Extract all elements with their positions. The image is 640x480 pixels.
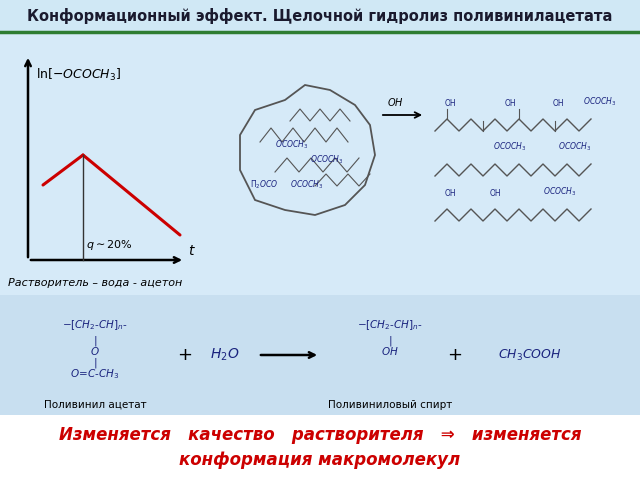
Text: $t$: $t$: [188, 244, 196, 258]
Bar: [0, 415, 640, 480]
Text: $q \sim 20\%$: $q \sim 20\%$: [86, 238, 133, 252]
Text: +: +: [177, 346, 193, 364]
Text: Изменяется   качество   растворителя   ⇒   изменяется: Изменяется качество растворителя ⇒ измен…: [59, 426, 581, 444]
Bar: [0, 0, 640, 32]
Text: $O\!=\!C\text{-}CH_3$: $O\!=\!C\text{-}CH_3$: [70, 367, 120, 381]
Text: OH: OH: [552, 99, 564, 108]
Text: конформация макромолекул: конформация макромолекул: [179, 451, 461, 469]
Text: OH: OH: [444, 99, 456, 108]
Text: $OCOCH_3$: $OCOCH_3$: [583, 96, 617, 108]
Text: $-[CH_2\text{-}CH]_n\text{-}$: $-[CH_2\text{-}CH]_n\text{-}$: [62, 318, 128, 332]
Text: $OCOCH_3$: $OCOCH_3$: [558, 141, 592, 153]
Bar: [0, 295, 640, 415]
Text: OH: OH: [489, 189, 501, 198]
Text: +: +: [447, 346, 463, 364]
Text: $CH_3COOH$: $CH_3COOH$: [499, 348, 562, 362]
Text: $OCOCH_3$: $OCOCH_3$: [493, 141, 527, 153]
Text: Поливиниловый спирт: Поливиниловый спирт: [328, 400, 452, 410]
Text: $\ln[-OCOCH_3]$: $\ln[-OCOCH_3]$: [36, 67, 121, 83]
Text: $OH$: $OH$: [381, 345, 399, 357]
Text: Растворитель – вода - ацетон: Растворитель – вода - ацетон: [8, 278, 182, 288]
Text: $\Pi_2OCO$: $\Pi_2OCO$: [250, 179, 278, 191]
Text: OH: OH: [504, 99, 516, 108]
Text: Конформационный эффект. Щелочной гидролиз поливинилацетата: Конформационный эффект. Щелочной гидроли…: [28, 8, 612, 24]
Text: $|$: $|$: [93, 356, 97, 370]
Text: OH: OH: [444, 189, 456, 198]
Text: $-[CH_2\text{-}CH]_n\text{-}$: $-[CH_2\text{-}CH]_n\text{-}$: [357, 318, 423, 332]
Text: $OH$: $OH$: [387, 96, 403, 108]
Text: $OCOCH_3$: $OCOCH_3$: [543, 185, 577, 198]
Text: $OCOCH_3$: $OCOCH_3$: [310, 154, 344, 166]
Text: Поливинил ацетат: Поливинил ацетат: [44, 400, 147, 410]
Text: $O$: $O$: [90, 345, 100, 357]
Text: $OCOCH_3$: $OCOCH_3$: [290, 179, 323, 191]
Text: $|$: $|$: [93, 334, 97, 348]
Text: $H_2O$: $H_2O$: [211, 347, 240, 363]
Text: $OCOCH_3$: $OCOCH_3$: [275, 139, 308, 151]
Text: $|$: $|$: [388, 334, 392, 348]
